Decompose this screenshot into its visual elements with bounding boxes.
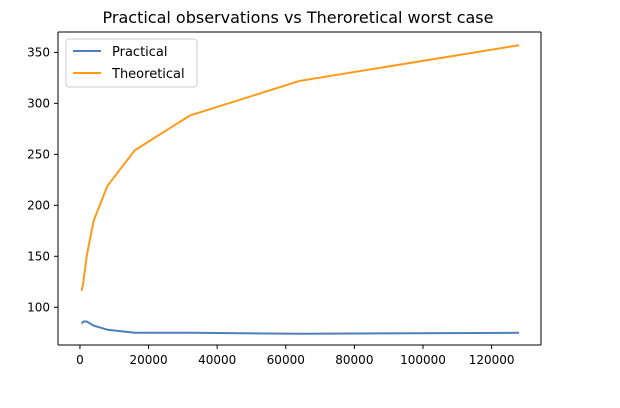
x-axis: 0 20000 40000 60000 80000 100000 120000 xyxy=(76,345,515,367)
series-line-theoretical xyxy=(80,44,520,292)
x-tick-label: 20000 xyxy=(129,353,167,367)
chart-title: Practical observations vs Theroretical w… xyxy=(103,8,494,27)
series-line-practical xyxy=(80,320,520,335)
y-tick-label: 350 xyxy=(27,45,50,59)
y-tick-label: 150 xyxy=(27,249,50,263)
x-tick-label: 60000 xyxy=(267,353,305,367)
legend-label-practical: Practical xyxy=(112,45,168,60)
y-tick-label: 100 xyxy=(27,300,50,314)
x-tick-label: 120000 xyxy=(469,353,515,367)
x-tick-label: 80000 xyxy=(335,353,373,367)
x-tick-label: 100000 xyxy=(400,353,446,367)
legend: Practical Theoretical xyxy=(65,38,198,88)
y-axis: 100 150 200 250 300 350 xyxy=(27,45,58,314)
legend-label-theoretical: Theoretical xyxy=(111,67,185,82)
series-layer xyxy=(80,44,520,335)
x-tick-label: 0 xyxy=(76,353,84,367)
y-tick-label: 300 xyxy=(27,96,50,110)
y-tick-label: 200 xyxy=(27,198,50,212)
x-tick-label: 40000 xyxy=(198,353,236,367)
y-tick-label: 250 xyxy=(27,147,50,161)
